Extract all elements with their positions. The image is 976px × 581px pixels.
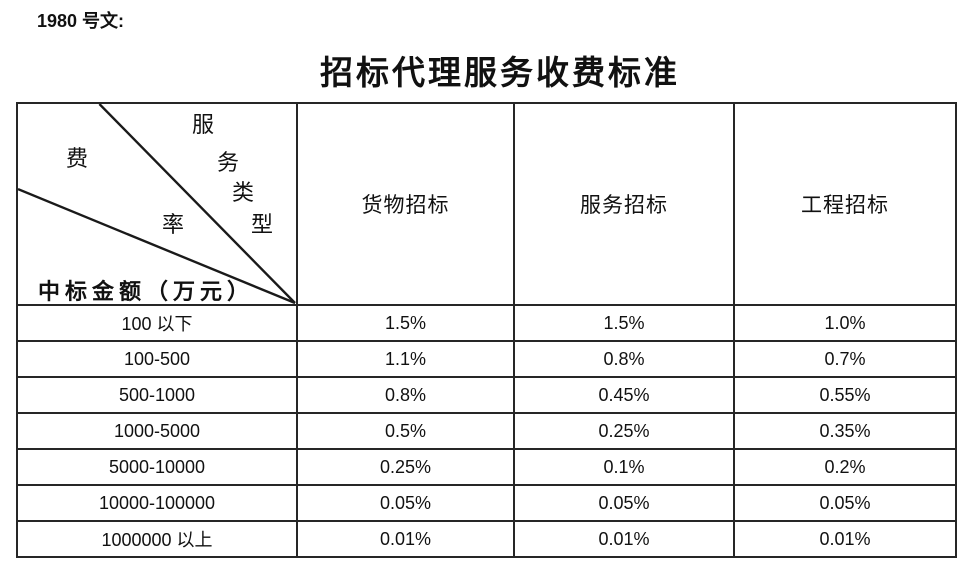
diagonal-lines (18, 104, 296, 304)
rate-cell: 1.5% (296, 304, 515, 342)
fee-rate-char: 费 (66, 146, 89, 171)
service-type-char: 型 (251, 212, 274, 237)
rate-cell: 0.8% (296, 376, 515, 414)
fee-rate-char: 率 (162, 212, 185, 237)
rate-cell: 1.5% (513, 304, 735, 342)
table-row: 500-1000 0.8% 0.45% 0.55% (16, 376, 957, 414)
document-number-label: 1980 号文: (37, 11, 125, 31)
rate-cell: 0.25% (513, 412, 735, 450)
rate-cell: 0.1% (513, 448, 735, 486)
rate-cell: 1.1% (296, 340, 515, 378)
row-range-cell: 500-1000 (16, 376, 298, 414)
rate-cell: 0.05% (513, 484, 735, 522)
table-row: 5000-10000 0.25% 0.1% 0.2% (16, 448, 957, 486)
table-row: 1000-5000 0.5% 0.25% 0.35% (16, 412, 957, 450)
row-range-cell: 1000-5000 (16, 412, 298, 450)
bid-amount-axis-label: 中标金额（万元） (38, 279, 255, 304)
service-type-char: 务 (217, 150, 240, 175)
diagonal-header-cell: 服 务 类 型 费 率 中标金额（万元） (16, 102, 298, 306)
rate-cell: 0.5% (296, 412, 515, 450)
row-range-cell: 100-500 (16, 340, 298, 378)
rate-cell: 0.05% (296, 484, 515, 522)
rate-cell: 0.05% (733, 484, 957, 522)
table-header-row: 服 务 类 型 费 率 中标金额（万元） 货物招标 服务招标 工程招标 (16, 102, 957, 306)
service-type-char: 类 (232, 180, 255, 205)
rate-cell: 1.0% (733, 304, 957, 342)
row-range-cell: 1000000 以上 (16, 520, 298, 558)
fee-standard-table: 服 务 类 型 费 率 中标金额（万元） 货物招标 服务招标 工程招标 100 … (16, 102, 957, 558)
page-title: 招标代理服务收费标准 (320, 56, 680, 92)
column-header-service: 服务招标 (513, 102, 735, 306)
service-type-char: 服 (192, 112, 215, 137)
row-range-cell: 100 以下 (16, 304, 298, 342)
row-range-cell: 5000-10000 (16, 448, 298, 486)
rate-cell: 0.55% (733, 376, 957, 414)
column-header-goods: 货物招标 (296, 102, 515, 306)
table-row: 1000000 以上 0.01% 0.01% 0.01% (16, 520, 957, 558)
row-range-cell: 10000-100000 (16, 484, 298, 522)
column-header-engineering: 工程招标 (733, 102, 957, 306)
table-row: 100 以下 1.5% 1.5% 1.0% (16, 304, 957, 342)
rate-cell: 0.45% (513, 376, 735, 414)
rate-cell: 0.01% (296, 520, 515, 558)
rate-cell: 0.01% (733, 520, 957, 558)
rate-cell: 0.25% (296, 448, 515, 486)
rate-cell: 0.7% (733, 340, 957, 378)
rate-cell: 0.01% (513, 520, 735, 558)
rate-cell: 0.2% (733, 448, 957, 486)
table-row: 100-500 1.1% 0.8% 0.7% (16, 340, 957, 378)
rate-cell: 0.8% (513, 340, 735, 378)
table-row: 10000-100000 0.05% 0.05% 0.05% (16, 484, 957, 522)
rate-cell: 0.35% (733, 412, 957, 450)
